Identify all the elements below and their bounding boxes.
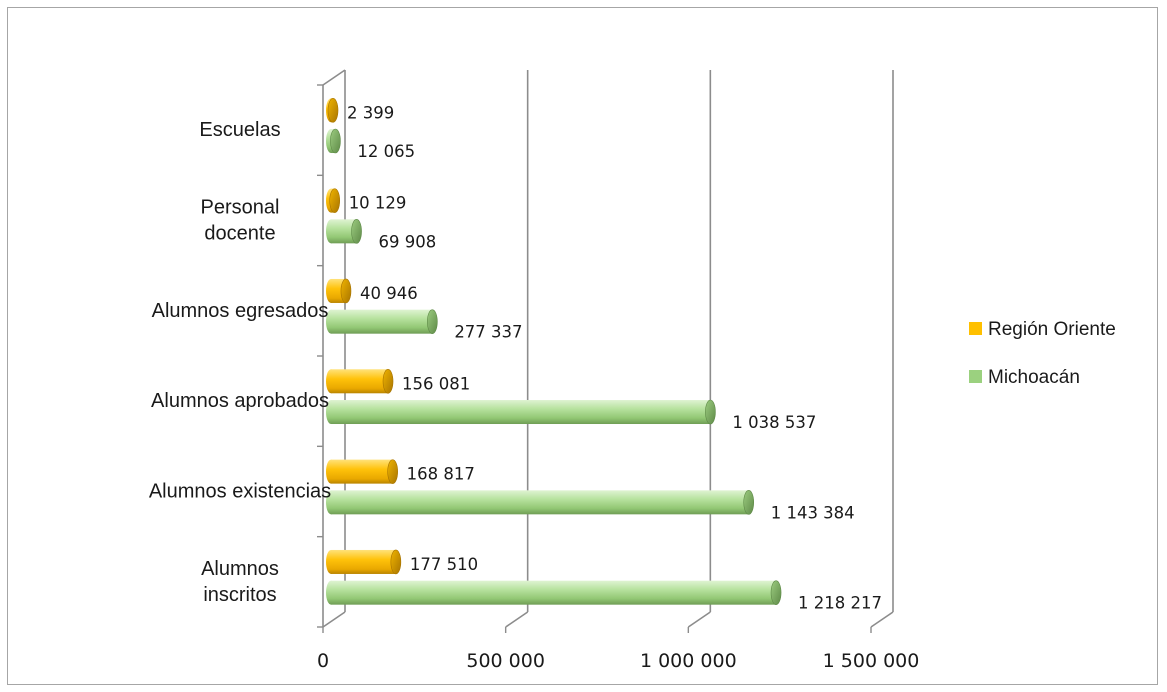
x-tick-label: 1 500 000 [823, 650, 920, 672]
data-label: 10 129 [349, 194, 407, 213]
category-label: Personal [201, 197, 280, 219]
data-label: 156 081 [402, 374, 470, 393]
bar-start-cap [326, 278, 336, 303]
category-label: Alumnos existencias [149, 481, 331, 503]
category-label: Alumnos egresados [152, 300, 329, 322]
bar-end-cap [390, 549, 402, 575]
bar-end-cap [340, 278, 352, 304]
x-tick-label: 500 000 [466, 650, 545, 672]
legend-label: Michoacán [988, 367, 1080, 388]
bar-end-cap [330, 128, 341, 154]
data-label: 168 817 [407, 465, 475, 484]
bar-body [331, 549, 396, 574]
legend-swatch [969, 322, 982, 335]
x-tick-label: 1 000 000 [640, 650, 737, 672]
bar-body [331, 369, 389, 394]
chart-frame [7, 7, 1158, 685]
category-label: Alumnos [201, 558, 279, 580]
legend-label: Región Oriente [988, 319, 1116, 340]
data-label: 277 337 [454, 323, 522, 342]
bar-region-oriente [326, 278, 352, 304]
data-label: 69 908 [379, 232, 437, 251]
bar-michoacan [326, 219, 362, 244]
bar-michoacan [326, 580, 782, 605]
bar-end-cap [351, 219, 362, 244]
bar-body [331, 309, 433, 334]
bar-michoacan [326, 490, 755, 515]
bar-region-oriente [326, 97, 339, 123]
data-label: 1 143 384 [771, 503, 855, 522]
bar-region-oriente [326, 188, 341, 213]
bar-start-cap [326, 490, 336, 515]
bar-michoacan [326, 128, 341, 154]
bar-end-cap [743, 490, 755, 515]
bar-region-oriente [326, 459, 398, 484]
bar-body [331, 580, 777, 605]
legend-swatch [969, 370, 982, 383]
bar-end-cap [327, 97, 339, 123]
bar-start-cap [326, 459, 336, 484]
data-label: 177 510 [410, 555, 478, 574]
category-label: Alumnos aprobados [151, 390, 329, 412]
data-label: 1 218 217 [798, 594, 882, 613]
bar-michoacan [326, 309, 438, 334]
legend-item: Región Oriente [969, 319, 1116, 340]
bar-start-cap [326, 549, 336, 574]
bar-region-oriente [326, 368, 394, 394]
floor-gridline [870, 611, 894, 628]
data-label: 12 065 [357, 142, 415, 161]
bar-michoacan [326, 399, 716, 425]
bar-start-cap [326, 309, 336, 334]
x-tick-label: 0 [317, 650, 329, 672]
legend-item: Michoacán [969, 367, 1080, 388]
bar-end-cap [427, 309, 438, 334]
bar-body [331, 490, 749, 515]
bar-end-cap [770, 580, 782, 605]
bar-start-cap [326, 400, 336, 425]
top-depth-line [322, 69, 346, 86]
bar-end-cap [387, 459, 398, 484]
bar-end-cap [382, 368, 394, 394]
category-label: docente [204, 223, 275, 245]
bar-region-oriente [326, 549, 402, 575]
data-label: 2 399 [347, 103, 394, 122]
bar-body [331, 459, 393, 484]
bar-start-cap [326, 369, 336, 394]
floor-gridline [505, 611, 529, 628]
category-label: Escuelas [199, 119, 280, 141]
data-label: 40 946 [360, 284, 418, 303]
floor-gridline [687, 611, 711, 628]
floor-gridline [322, 611, 346, 628]
category-label: inscritos [203, 584, 276, 606]
bar-start-cap [326, 219, 336, 244]
bar-end-cap [329, 188, 341, 213]
bar-body [331, 400, 711, 425]
data-label: 1 038 537 [732, 413, 816, 432]
bar-end-cap [705, 399, 716, 425]
bar-start-cap [326, 580, 336, 605]
